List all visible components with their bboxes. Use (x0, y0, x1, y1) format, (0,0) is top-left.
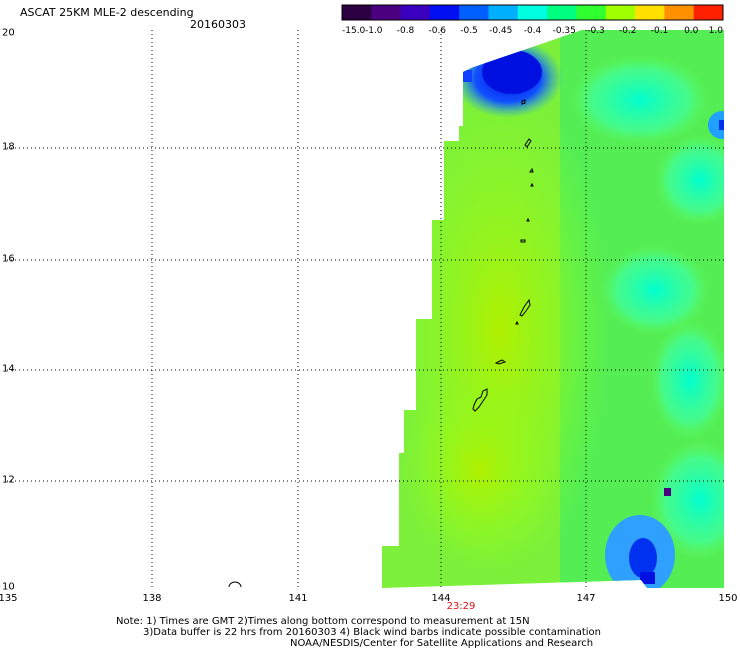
colorbar-tick-label: -0.6 (428, 26, 447, 36)
colorbar-tick-label: -0.2 (618, 26, 637, 36)
colorbar-tick-label: -0.45 (489, 26, 513, 36)
y-tick-10: 10 (2, 581, 15, 593)
colorbar-swatch (605, 5, 636, 20)
map-title: ASCAT 25KM MLE-2 descending (20, 6, 194, 19)
colorbar-swatch (693, 5, 724, 20)
colorbar-tick-label: -0.8 (396, 26, 415, 36)
x-tick-138: 138 (142, 593, 162, 604)
colorbar-swatch (371, 5, 402, 20)
colorbar-tick-label: -1.0 (364, 26, 383, 36)
time-label: 23:29 (446, 601, 476, 612)
colorbar-tick-label: -0.35 (552, 26, 576, 36)
colorbar-tick-label: -0.3 (587, 26, 605, 36)
colorbar-tick-label: 1.0 (708, 26, 723, 36)
gridlines (7, 30, 724, 588)
colorbar-swatch (459, 5, 490, 20)
x-tick-135: 135 (0, 593, 18, 604)
colorbar-swatch (635, 5, 665, 20)
x-tick-141: 141 (288, 593, 308, 604)
island-outlines (228, 99, 534, 588)
footnote-line-2: 3)Data buffer is 22 hrs from 20160303 4)… (143, 627, 601, 638)
footnote-line-1: Note: 1) Times are GMT 2)Times along bot… (116, 616, 530, 627)
contamination-pixel (664, 488, 671, 496)
colorbar-swatch (517, 5, 548, 20)
footnote-line-3: NOAA/NESDIS/Center for Satellite Applica… (290, 638, 594, 649)
y-tick-16: 16 (2, 253, 15, 265)
colorbar-tick-label: -15.0 (342, 26, 366, 36)
colorbar-swatch (400, 5, 431, 20)
y-tick-12: 12 (2, 474, 15, 486)
y-tick-18: 18 (2, 141, 15, 153)
colorbar-tick-label: -0.5 (460, 26, 478, 36)
colorbar-swatch (342, 5, 372, 20)
colorbar-tick-label: 0.0 (684, 26, 699, 36)
x-tick-150: 150 (718, 593, 738, 604)
colorbar-swatch (664, 5, 695, 20)
colorbar-tick-label: -0.1 (650, 26, 669, 36)
y-tick-14: 14 (2, 363, 15, 375)
colorbar (341, 4, 724, 21)
y-tick-20: 20 (2, 27, 15, 39)
colorbar-swatch (576, 5, 607, 20)
map-date: 20160303 (190, 18, 246, 31)
colorbar-swatch (488, 5, 519, 20)
colorbar-swatch (429, 5, 460, 20)
colorbar-swatch (547, 5, 577, 20)
colorbar-tick-label: -0.4 (523, 26, 542, 36)
swath-field (382, 30, 724, 588)
x-tick-147: 147 (576, 593, 596, 604)
x-tick-144: 144 (431, 593, 451, 604)
